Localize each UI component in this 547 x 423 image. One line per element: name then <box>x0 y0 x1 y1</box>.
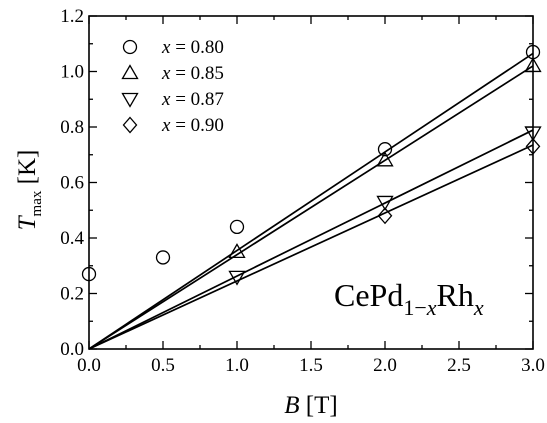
data-point-series-2 <box>376 151 394 167</box>
fit-line-series-2 <box>88 65 534 350</box>
x-tick-label: 2.5 <box>447 355 471 376</box>
legend-label-3: x = 0.87 <box>161 89 224 110</box>
compound-annotation: CePd1−xRhx <box>334 277 484 320</box>
y-tick-label: 1.0 <box>60 62 84 83</box>
fit-line-series-4 <box>88 144 534 350</box>
legend-marker-1 <box>122 39 138 55</box>
data-point-series-1 <box>81 266 97 282</box>
x-tick-label: 1.5 <box>299 355 323 376</box>
x-tick-label: 1.0 <box>225 355 249 376</box>
y-tick-label: 0.0 <box>60 339 84 360</box>
x-axis-label: B [T] <box>284 392 337 419</box>
legend-label-4: x = 0.90 <box>161 115 224 136</box>
fit-line-series-1 <box>88 52 534 350</box>
data-point-series-3 <box>228 270 246 286</box>
x-tick-label: 2.0 <box>373 355 397 376</box>
data-point-series-4 <box>377 207 393 225</box>
data-point-series-3 <box>524 126 542 142</box>
legend: x = 0.80 x = 0.85 x = 0.87 x = 0.90 <box>121 37 224 136</box>
legend-label-1: x = 0.80 <box>161 37 224 58</box>
data-point-series-1 <box>377 142 393 157</box>
data-point-series-3 <box>376 195 394 211</box>
legend-marker-4 <box>122 116 138 134</box>
legend-label-2: x = 0.85 <box>161 63 224 84</box>
data-markers <box>81 44 542 286</box>
y-tick-label: 0.4 <box>60 228 84 249</box>
svg-text:CePd1−xRhx: CePd1−xRhx <box>334 277 484 320</box>
data-point-series-2 <box>228 243 246 259</box>
y-axis-label: Tmax [K] <box>14 150 45 231</box>
y-tick-label: 0.2 <box>60 284 84 305</box>
data-point-series-2 <box>524 57 542 73</box>
x-tick-label: 0.5 <box>151 355 175 376</box>
data-point-series-4 <box>525 137 541 155</box>
y-tick-label: 1.2 <box>60 6 84 27</box>
legend-marker-2 <box>121 64 139 80</box>
tick-labels: 0.0 0.5 1.0 1.5 2.0 2.5 3.0 0.0 0.2 0.4 0.6 0.8 1.0 1… <box>60 6 545 376</box>
data-point-series-1 <box>155 250 171 265</box>
fit-line-series-3 <box>88 129 534 350</box>
y-tick-label: 0.8 <box>60 117 84 138</box>
svg-text:Tmax [K]: Tmax [K] <box>14 150 45 231</box>
x-tick-label: 3.0 <box>521 355 545 376</box>
legend-marker-3 <box>121 92 139 108</box>
x-tick-label: 0.0 <box>77 355 101 376</box>
data-point-series-1 <box>229 219 245 235</box>
fit-lines <box>88 52 534 350</box>
y-tick-label: 0.6 <box>60 173 84 194</box>
